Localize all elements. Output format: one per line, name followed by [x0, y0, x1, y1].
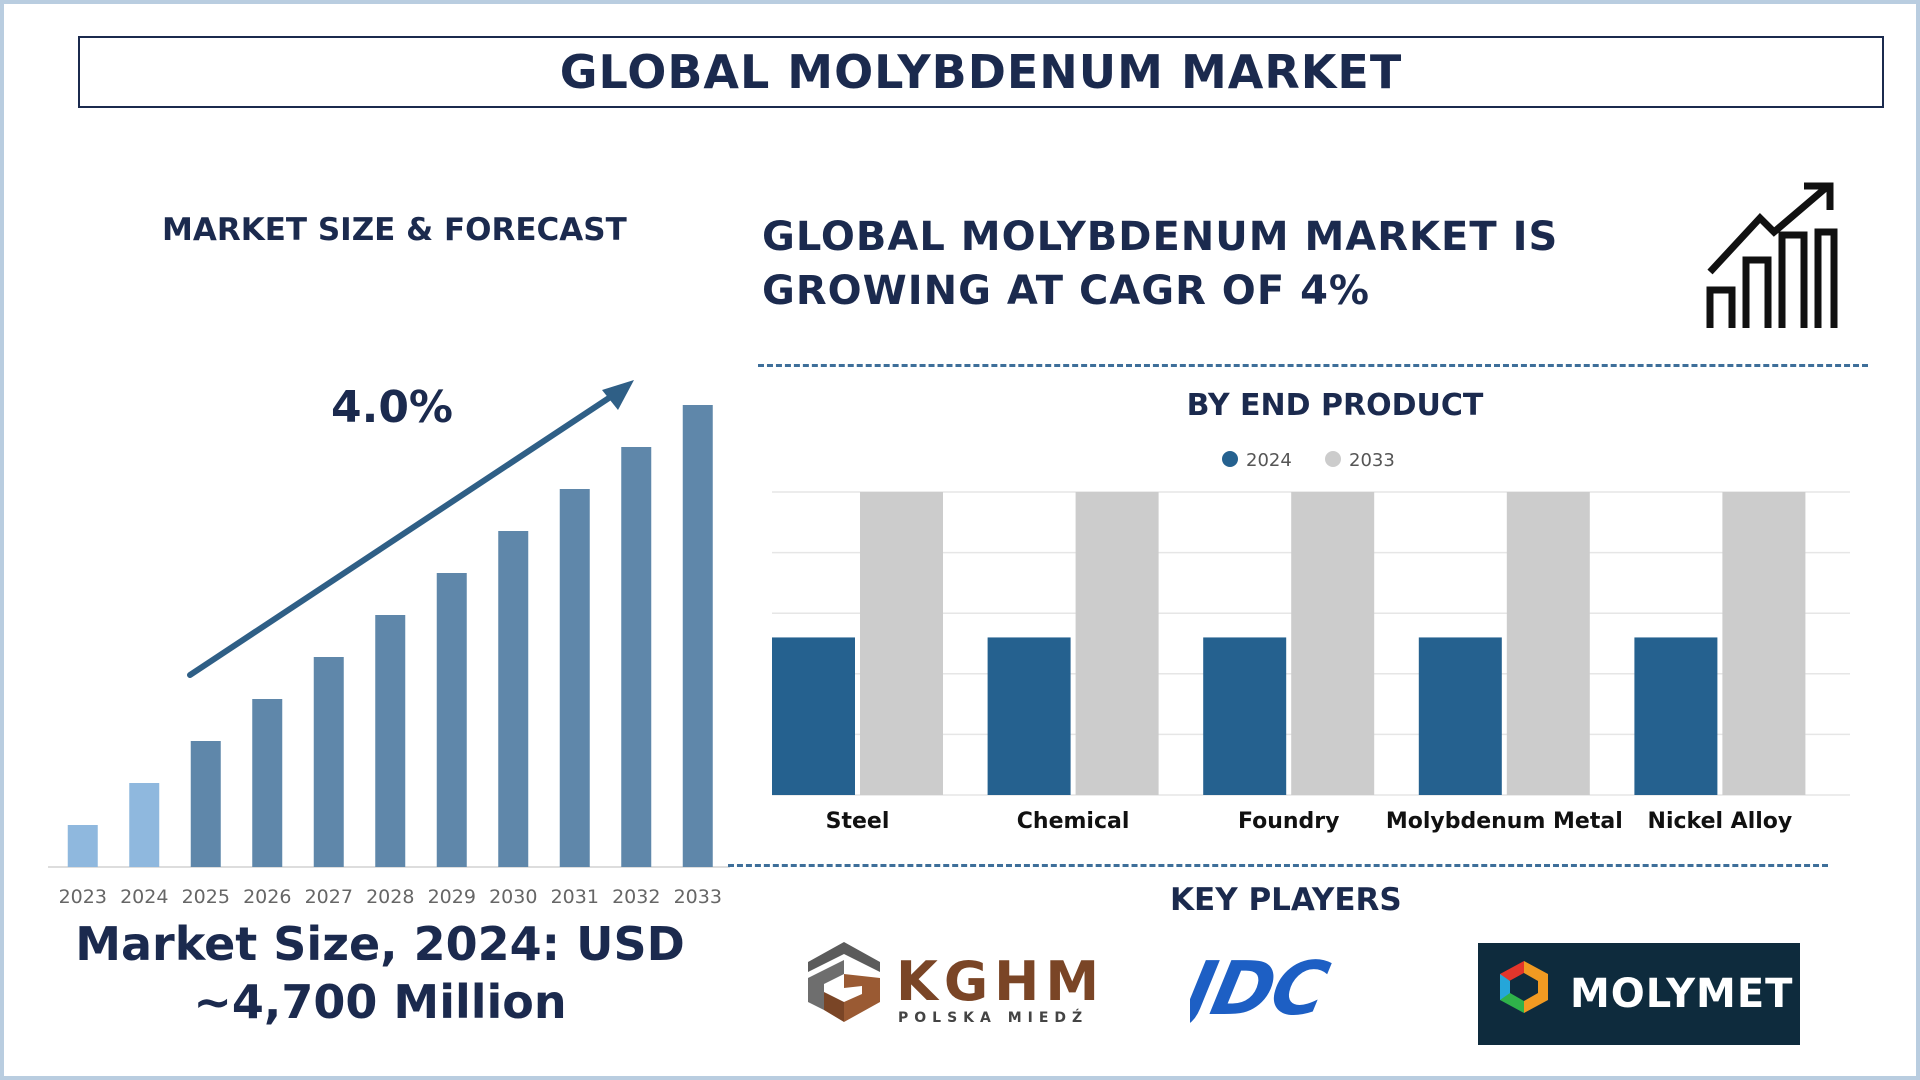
cagr-annotation: 4.0% [331, 382, 453, 433]
trend-tick-2030: 2030 [489, 886, 537, 908]
trend-tick-2033: 2033 [674, 886, 722, 908]
trend-tick-2023: 2023 [59, 886, 107, 908]
trend-tick-2028: 2028 [366, 886, 414, 908]
legend-label-2024: 2024 [1246, 450, 1292, 471]
trend-tick-2024: 2024 [120, 886, 168, 908]
section-divider-bottom [728, 864, 1828, 867]
end-product-bar-2024-2 [1203, 637, 1287, 795]
end-product-bar-2033-3 [1506, 492, 1590, 795]
end-product-bar-2033-4 [1722, 492, 1806, 795]
kghm-logo: KGHM POLSKA MIEDŹ [808, 942, 1100, 1026]
end-product-tick-3: Molybdenum Metal [1386, 809, 1623, 834]
page-title: GLOBAL MOLYBDENUM MARKET [559, 45, 1403, 99]
trend-bar-2033 [682, 405, 713, 867]
market-size-chart: 2023 2024 2025 2026 2027 2028 2029 2030 2031 2032… [48, 380, 730, 908]
end-product-tick-1: Chemical [1017, 809, 1130, 834]
trend-arrow-head [602, 380, 634, 410]
end-product-bar-2024-3 [1418, 637, 1502, 795]
end-product-bar-2024-0 [772, 637, 855, 795]
molymet-logo-text: MOLYMET [1570, 971, 1793, 1017]
headline-line1: GLOBAL MOLYBDENUM MARKET IS [762, 214, 1559, 260]
market-size-heading: MARKET SIZE & FORECAST [162, 212, 627, 248]
end-product-bar-2033-2 [1291, 492, 1375, 795]
trend-tick-2031: 2031 [551, 886, 599, 908]
jdc-logo-text: JDC [1190, 950, 1336, 1030]
trend-tick-2026: 2026 [243, 886, 291, 908]
trend-bar-2031 [559, 489, 590, 867]
end-product-tick-4: Nickel Alloy [1648, 809, 1793, 834]
cagr-headline: GLOBAL MOLYBDENUM MARKET IS GROWING AT C… [762, 210, 1662, 318]
market-size-line2: ~4,700 Million [193, 975, 567, 1029]
key-players-heading: KEY PLAYERS [1170, 882, 1402, 918]
trend-bar-2024 [129, 783, 160, 867]
market-size-text: Market Size, 2024: USD ~4,700 Million [40, 915, 720, 1031]
legend-label-2033: 2033 [1349, 450, 1395, 471]
title-banner: GLOBAL MOLYBDENUM MARKET [78, 36, 1884, 108]
end-product-bar-2024-1 [987, 637, 1071, 795]
section-divider-top [758, 364, 1868, 367]
molymet-logo: MOLYMET [1478, 943, 1800, 1045]
end-product-chart: BY END PRODUCT 2024 2033 Steel Chemical Found… [772, 388, 1850, 834]
trend-tick-2025: 2025 [182, 886, 230, 908]
headline-line2: GROWING AT CAGR OF 4% [762, 268, 1370, 314]
growth-chart-icon [1706, 182, 1838, 328]
legend-swatch-2033 [1325, 451, 1341, 467]
end-product-bar-2033-1 [1075, 492, 1159, 795]
jdc-logo: JDC [1190, 950, 1336, 1030]
kghm-logo-text: KGHM [896, 950, 1100, 1013]
trend-bar-2032 [621, 447, 652, 867]
kghm-logo-subtext: POLSKA MIEDŹ [898, 1008, 1088, 1026]
trend-tick-2032: 2032 [612, 886, 660, 908]
market-size-line1: Market Size, 2024: USD [75, 917, 685, 971]
legend-swatch-2024 [1222, 451, 1238, 467]
trend-tick-2027: 2027 [305, 886, 353, 908]
trend-bar-2026 [252, 699, 283, 867]
trend-bar-2025 [190, 741, 221, 867]
end-product-bar-2033-0 [860, 492, 943, 795]
trend-bar-2027 [313, 657, 344, 867]
trend-bar-2030 [498, 531, 529, 867]
end-product-bar-2024-4 [1634, 637, 1718, 795]
end-product-tick-2: Foundry [1238, 809, 1340, 834]
end-product-tick-0: Steel [826, 809, 890, 834]
trend-tick-2029: 2029 [428, 886, 476, 908]
trend-bar-2029 [436, 573, 467, 867]
end-product-chart-title: BY END PRODUCT [1187, 388, 1484, 423]
trend-bar-2023 [67, 825, 98, 867]
trend-arrow-line [187, 389, 621, 678]
trend-bar-2028 [375, 615, 406, 867]
